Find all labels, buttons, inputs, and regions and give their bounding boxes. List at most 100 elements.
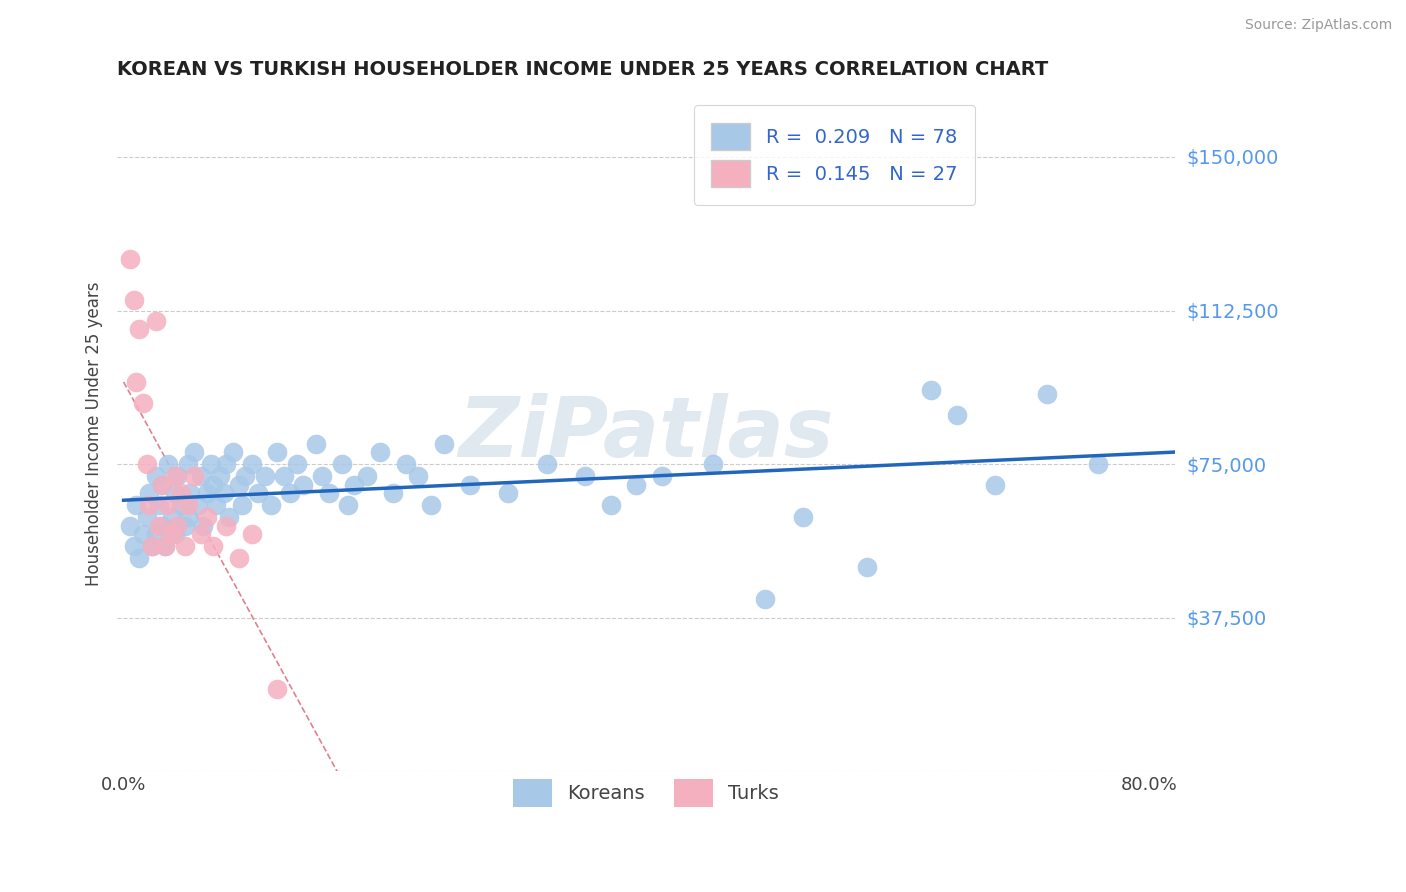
Point <box>247 485 270 500</box>
Point <box>215 457 238 471</box>
Point <box>190 526 212 541</box>
Text: KOREAN VS TURKISH HOUSEHOLDER INCOME UNDER 25 YEARS CORRELATION CHART: KOREAN VS TURKISH HOUSEHOLDER INCOME UND… <box>117 60 1049 78</box>
Point <box>856 559 879 574</box>
Point <box>150 477 173 491</box>
Point <box>202 539 225 553</box>
Point <box>138 498 160 512</box>
Point <box>458 477 481 491</box>
Point <box>260 498 283 512</box>
Point <box>381 485 404 500</box>
Point <box>122 539 145 553</box>
Point <box>157 457 180 471</box>
Point <box>128 551 150 566</box>
Point <box>946 408 969 422</box>
Point <box>273 469 295 483</box>
Point <box>183 469 205 483</box>
Point <box>228 551 250 566</box>
Point <box>626 477 648 491</box>
Point <box>163 485 186 500</box>
Point <box>1087 457 1109 471</box>
Point <box>702 457 724 471</box>
Point <box>141 539 163 553</box>
Point <box>754 592 776 607</box>
Point <box>218 510 240 524</box>
Point <box>330 457 353 471</box>
Point <box>176 498 198 512</box>
Point <box>122 293 145 308</box>
Point <box>356 469 378 483</box>
Point <box>202 477 225 491</box>
Legend: Koreans, Turks: Koreans, Turks <box>498 764 794 822</box>
Point <box>651 469 673 483</box>
Point <box>343 477 366 491</box>
Point <box>278 485 301 500</box>
Point <box>208 469 231 483</box>
Y-axis label: Householder Income Under 25 years: Householder Income Under 25 years <box>86 281 103 586</box>
Point <box>253 469 276 483</box>
Point <box>984 477 1007 491</box>
Point <box>128 322 150 336</box>
Point <box>150 477 173 491</box>
Point <box>170 485 193 500</box>
Point <box>183 445 205 459</box>
Point <box>174 518 197 533</box>
Point <box>125 498 148 512</box>
Point <box>574 469 596 483</box>
Point <box>145 469 167 483</box>
Point <box>1035 387 1057 401</box>
Point <box>212 485 235 500</box>
Point <box>145 526 167 541</box>
Point <box>118 518 141 533</box>
Point <box>148 498 170 512</box>
Point <box>176 510 198 524</box>
Point <box>162 526 184 541</box>
Point <box>240 526 263 541</box>
Point <box>433 436 456 450</box>
Point <box>792 510 814 524</box>
Point <box>496 485 519 500</box>
Point <box>157 498 180 512</box>
Point <box>118 252 141 267</box>
Point <box>141 539 163 553</box>
Point <box>153 539 176 553</box>
Point <box>153 539 176 553</box>
Point <box>205 498 228 512</box>
Point <box>215 518 238 533</box>
Point <box>292 477 315 491</box>
Point <box>163 526 186 541</box>
Point <box>179 485 201 500</box>
Point <box>599 498 621 512</box>
Point <box>135 510 157 524</box>
Point <box>221 445 243 459</box>
Point <box>170 498 193 512</box>
Point <box>311 469 333 483</box>
Point <box>200 457 222 471</box>
Point <box>235 469 257 483</box>
Text: ZiPatlas: ZiPatlas <box>458 392 834 474</box>
Point <box>420 498 443 512</box>
Point <box>920 384 942 398</box>
Point <box>368 445 391 459</box>
Text: Source: ZipAtlas.com: Source: ZipAtlas.com <box>1244 18 1392 32</box>
Point <box>187 498 209 512</box>
Point <box>174 539 197 553</box>
Point <box>195 510 218 524</box>
Point <box>148 518 170 533</box>
Point <box>266 682 288 697</box>
Point <box>191 518 214 533</box>
Point <box>318 485 340 500</box>
Point <box>231 498 253 512</box>
Point <box>138 485 160 500</box>
Point <box>125 375 148 389</box>
Point <box>408 469 430 483</box>
Point <box>195 485 218 500</box>
Point <box>228 477 250 491</box>
Point <box>135 457 157 471</box>
Point <box>150 518 173 533</box>
Point <box>305 436 328 450</box>
Point <box>163 469 186 483</box>
Point <box>166 518 188 533</box>
Point <box>162 510 184 524</box>
Point <box>166 469 188 483</box>
Point <box>132 395 155 409</box>
